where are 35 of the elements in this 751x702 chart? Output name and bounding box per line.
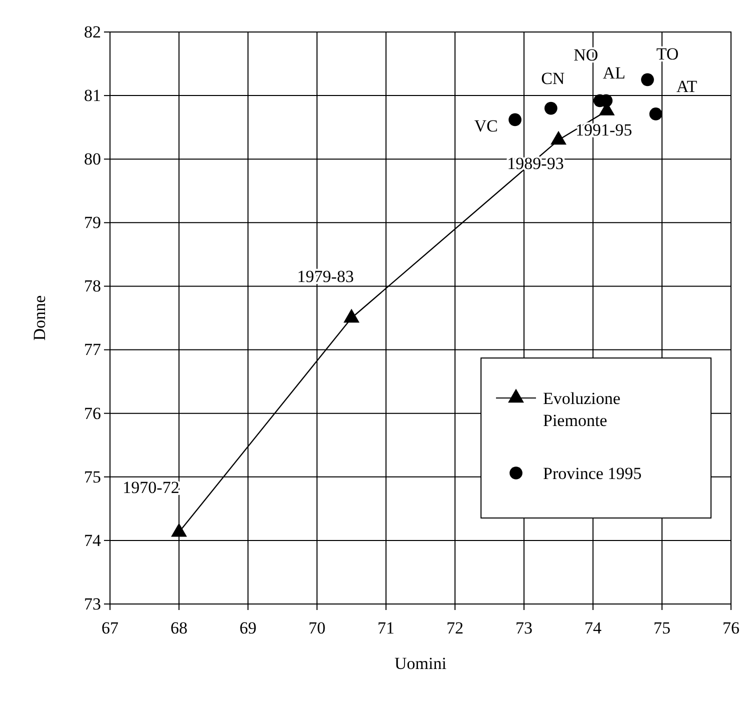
data-label: 1970-72 <box>122 478 180 498</box>
x-tick-label: 76 <box>722 618 740 638</box>
x-tick-label: 73 <box>516 618 532 638</box>
y-tick-label: 82 <box>84 22 101 42</box>
data-label: VC <box>474 116 498 136</box>
y-tick-label: 78 <box>84 276 101 296</box>
y-tick-label: 81 <box>84 86 101 105</box>
y-tick-label: 77 <box>84 340 102 360</box>
x-tick-label: 74 <box>584 618 602 638</box>
x-tick-label: 75 <box>654 618 670 638</box>
y-tick-label: 74 <box>84 530 102 550</box>
legend-label: Province 1995 <box>543 464 642 483</box>
point <box>508 113 522 126</box>
x-axis-title: Uomini <box>394 654 447 673</box>
y-tick-label: 73 <box>84 594 101 614</box>
y-axis-title: Donne <box>30 295 49 341</box>
point <box>171 522 187 537</box>
legend-label: Evoluzione Piemonte <box>543 389 620 430</box>
point <box>544 102 558 115</box>
point <box>344 308 360 323</box>
point <box>641 73 654 86</box>
x-tick-label: 69 <box>240 618 256 638</box>
data-label: AT <box>676 76 698 96</box>
y-tick-label: 75 <box>84 467 101 486</box>
x-tick-label: 67 <box>102 618 119 638</box>
x-tick-label: 70 <box>308 618 326 638</box>
data-label: CN <box>541 69 565 88</box>
y-tick-label: 80 <box>84 150 101 169</box>
x-tick-label: 71 <box>378 618 394 638</box>
x-tick-label: 68 <box>170 618 188 638</box>
y-tick-label: 76 <box>84 404 101 423</box>
data-label: AL <box>602 64 626 83</box>
point <box>649 108 662 120</box>
y-tick-label: 79 <box>84 213 101 232</box>
x-tick-label: 72 <box>446 618 464 638</box>
